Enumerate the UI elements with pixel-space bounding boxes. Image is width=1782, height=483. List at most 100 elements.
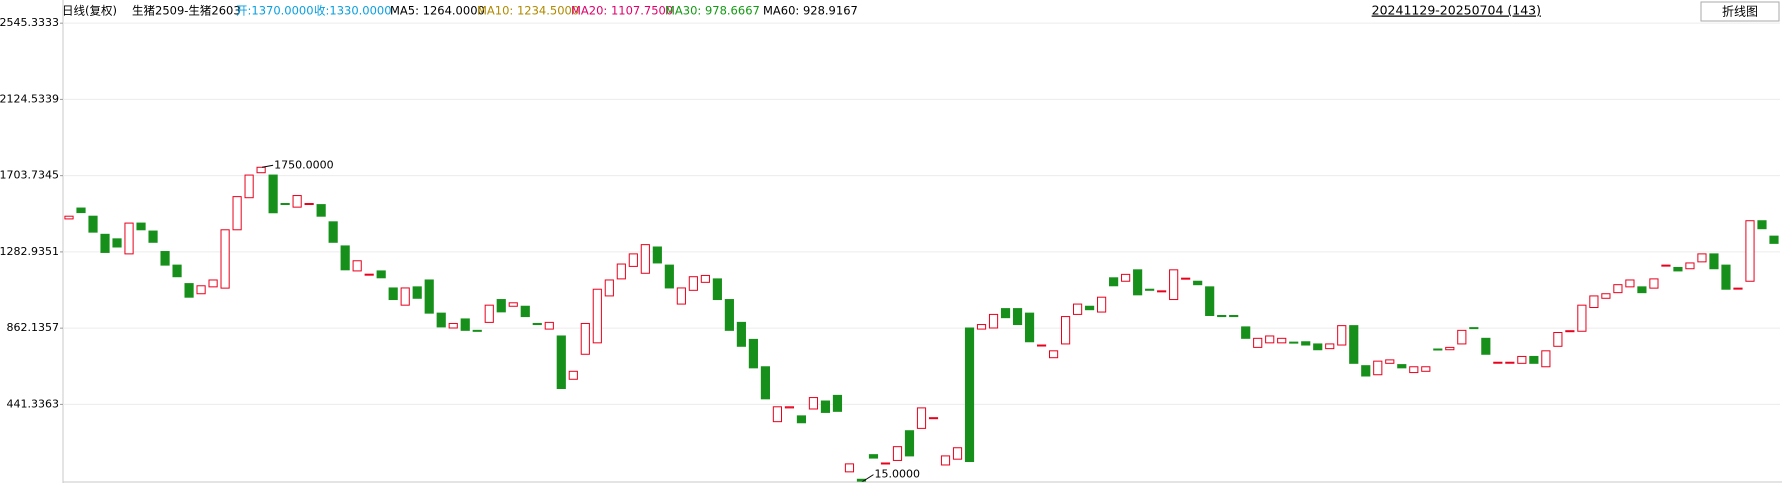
candle-body xyxy=(520,305,530,318)
candle-body xyxy=(1457,329,1467,345)
candle-body xyxy=(940,455,951,466)
candle-body xyxy=(244,174,254,199)
candle-body xyxy=(1133,269,1143,296)
candle-body xyxy=(232,196,242,231)
candle-body xyxy=(736,321,746,347)
candle-body xyxy=(496,299,506,313)
candle-body xyxy=(1721,264,1731,290)
candle-body xyxy=(1277,337,1287,344)
candle-body xyxy=(1397,364,1407,369)
candle-body xyxy=(784,406,795,409)
candle-body xyxy=(64,215,74,220)
candle-body xyxy=(1109,277,1119,287)
candle-body xyxy=(1373,360,1383,376)
candle-body xyxy=(604,279,614,297)
y-tick-label: 2124.5339 xyxy=(0,92,59,105)
candle-body xyxy=(556,335,566,390)
annotation-arrow xyxy=(862,474,874,483)
candle-body xyxy=(1145,288,1155,291)
candle-body xyxy=(1577,304,1587,332)
candle-body xyxy=(208,279,218,288)
candle-body xyxy=(148,230,158,243)
candle-body xyxy=(1036,344,1047,347)
candle-body xyxy=(424,279,434,314)
ma5: MA5: 1264.0000 xyxy=(390,4,485,18)
candle-body xyxy=(1565,330,1575,333)
candle-body xyxy=(1517,355,1527,364)
y-tick-label: 1703.7345 xyxy=(0,169,59,182)
candle-body xyxy=(1361,365,1371,377)
candle-body xyxy=(544,321,554,330)
candle-body xyxy=(1325,343,1335,350)
candle-body xyxy=(1181,277,1191,280)
candle-body xyxy=(868,454,879,459)
candle-body xyxy=(376,270,386,279)
candle-body xyxy=(652,246,662,264)
annotation-label: 1750.0000 xyxy=(274,158,334,171)
candle-body xyxy=(1433,348,1443,351)
candle-body xyxy=(952,447,963,460)
candle-body xyxy=(1085,305,1095,311)
candle-body xyxy=(136,222,146,231)
line-chart-button[interactable]: 折线图 xyxy=(1700,1,1780,22)
candle-body xyxy=(1601,293,1611,299)
candle-body xyxy=(268,174,278,214)
candle-body xyxy=(748,338,758,369)
candle-body xyxy=(340,245,350,271)
candle-body xyxy=(1637,286,1647,294)
candle-body xyxy=(796,415,807,424)
ma60: MA60: 928.9167 xyxy=(763,4,858,18)
candle-body xyxy=(160,251,170,266)
candle-body xyxy=(196,285,206,295)
candle-body xyxy=(1253,337,1263,348)
candle-body xyxy=(1229,314,1239,318)
candle-body xyxy=(1745,220,1755,282)
candle-body xyxy=(280,203,290,206)
candle-body xyxy=(568,370,578,380)
annotation-label: 15.0000 xyxy=(874,468,920,481)
candle-body xyxy=(976,324,987,330)
period: 日线(复权) xyxy=(62,4,117,18)
candle-body xyxy=(1349,325,1359,364)
candle-body xyxy=(184,283,194,298)
candle-body xyxy=(844,463,855,473)
candle-body xyxy=(916,407,927,429)
candle-body xyxy=(1193,280,1203,286)
button-box[interactable] xyxy=(1700,1,1780,22)
candle-body xyxy=(640,244,650,274)
y-tick-label: 1282.9351 xyxy=(0,245,59,258)
candle-body xyxy=(676,287,686,305)
candle-body xyxy=(964,327,975,463)
candle-body xyxy=(484,304,494,323)
candle-body xyxy=(904,430,915,457)
candle-body xyxy=(880,462,891,465)
candle-body xyxy=(832,394,843,412)
candle-body xyxy=(616,263,626,280)
candle-body xyxy=(892,446,903,461)
candle-body xyxy=(808,397,819,410)
candle-body xyxy=(1445,346,1455,351)
candle-body xyxy=(172,264,182,278)
candle-body xyxy=(1505,361,1515,364)
candle-body xyxy=(1673,266,1683,272)
candle-body xyxy=(1157,290,1167,293)
candle-body xyxy=(88,215,98,233)
candle-body xyxy=(1613,284,1623,294)
candle-body xyxy=(76,207,86,214)
candle-body xyxy=(1493,361,1503,364)
ma20: MA20: 1107.7500 xyxy=(571,4,673,18)
candle-body xyxy=(700,274,710,283)
candle-body xyxy=(448,322,458,329)
candle-body xyxy=(628,253,638,267)
candle-body xyxy=(436,312,446,328)
button-label[interactable]: 折线图 xyxy=(1722,4,1758,19)
candle-body xyxy=(1169,269,1179,301)
y-tick-label: 2545.3333 xyxy=(0,16,59,29)
candle-body xyxy=(712,278,722,301)
candle-body xyxy=(1337,325,1347,346)
candle-body xyxy=(1541,350,1551,368)
candle-body xyxy=(508,302,518,307)
candle-body xyxy=(1205,286,1215,316)
candle-body xyxy=(1757,220,1767,230)
date-range: 20241129-20250704 (143) xyxy=(1372,3,1541,18)
